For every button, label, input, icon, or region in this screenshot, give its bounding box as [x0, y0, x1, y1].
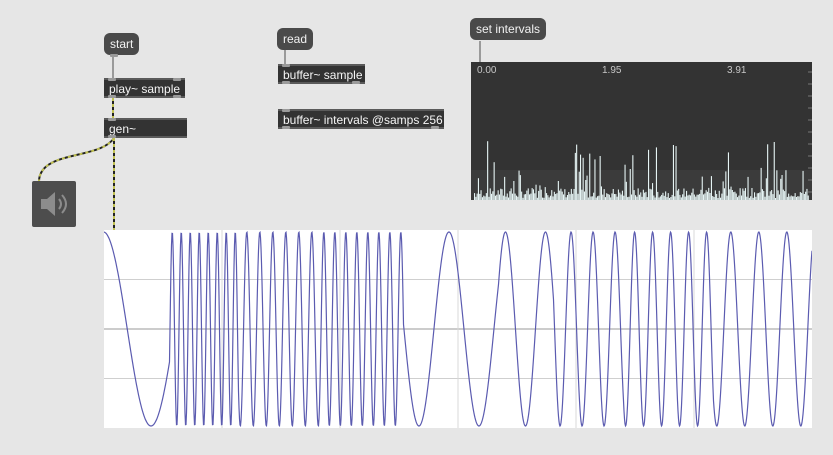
buffer-intervals-label: buffer~ intervals @samps 256 — [283, 113, 443, 127]
waveform-plot — [103, 230, 813, 428]
buffer-axis-label-2: 3.91 — [727, 65, 747, 76]
buffer-axis-label-1: 1.95 — [602, 65, 622, 76]
speaker-icon — [41, 192, 67, 216]
start-message[interactable]: start — [104, 33, 140, 57]
buffer-axis-label-0: 0.00 — [477, 65, 497, 76]
play-sample-label: play~ sample — [109, 82, 181, 96]
buffer-intervals-object[interactable]: buffer~ intervals @samps 256 — [278, 109, 444, 129]
ezdac-button[interactable] — [32, 181, 76, 227]
buffer-view-intervals[interactable]: 0.00 1.95 3.91 — [471, 62, 812, 200]
cord-gen-to-dac[interactable] — [38, 137, 115, 182]
waveform-display[interactable] — [103, 230, 813, 428]
start-message-label: start — [110, 37, 134, 51]
set-intervals-message-label: set intervals — [476, 22, 541, 36]
buffer-sample-label: buffer~ sample — [283, 68, 363, 82]
buffer-sample-object[interactable]: buffer~ sample — [278, 64, 365, 84]
read-message-label: read — [283, 32, 308, 46]
set-intervals-message[interactable]: set intervals — [470, 18, 547, 40]
buffer-bars — [471, 71, 812, 200]
gen-label: gen~ — [109, 122, 137, 136]
play-sample-object[interactable]: play~ sample — [104, 78, 185, 98]
read-message[interactable]: read — [277, 28, 314, 50]
gen-object[interactable]: gen~ — [104, 118, 187, 138]
